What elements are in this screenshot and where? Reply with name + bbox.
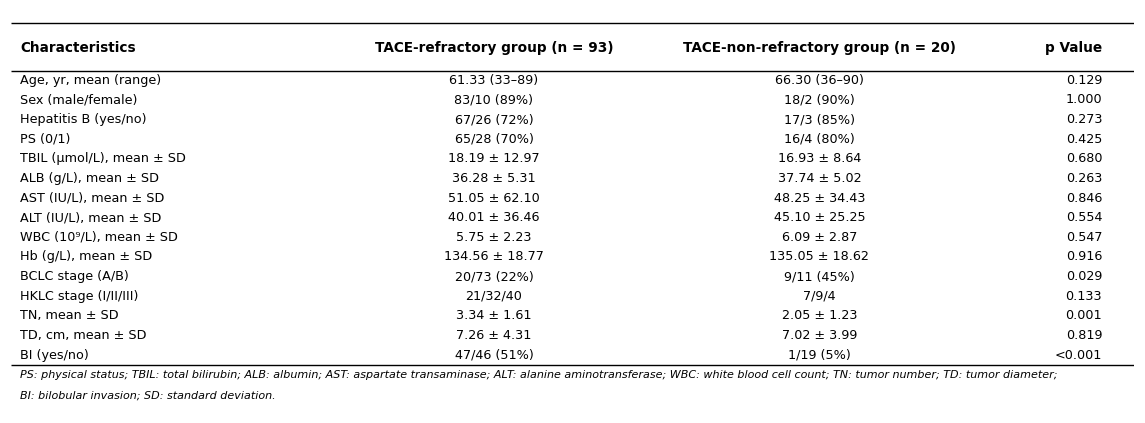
Text: 18.19 ± 12.97: 18.19 ± 12.97 bbox=[448, 152, 539, 165]
Text: 40.01 ± 36.46: 40.01 ± 36.46 bbox=[448, 211, 539, 224]
Text: 1.000: 1.000 bbox=[1066, 93, 1103, 107]
Text: Hepatitis B (yes/no): Hepatitis B (yes/no) bbox=[21, 113, 147, 126]
Text: 48.25 ± 34.43: 48.25 ± 34.43 bbox=[774, 192, 866, 205]
Text: TBIL (μmol/L), mean ± SD: TBIL (μmol/L), mean ± SD bbox=[21, 152, 187, 165]
Text: 7.26 ± 4.31: 7.26 ± 4.31 bbox=[456, 329, 531, 342]
Text: 135.05 ± 18.62: 135.05 ± 18.62 bbox=[769, 250, 869, 264]
Text: 0.916: 0.916 bbox=[1066, 250, 1103, 264]
Text: 65/28 (70%): 65/28 (70%) bbox=[455, 133, 534, 146]
Text: 0.263: 0.263 bbox=[1066, 172, 1103, 185]
Text: p Value: p Value bbox=[1045, 41, 1103, 55]
Text: 9/11 (45%): 9/11 (45%) bbox=[784, 270, 854, 283]
Text: 7.02 ± 3.99: 7.02 ± 3.99 bbox=[782, 329, 858, 342]
Text: TACE-non-refractory group (n = 20): TACE-non-refractory group (n = 20) bbox=[682, 41, 956, 55]
Text: 0.846: 0.846 bbox=[1066, 192, 1103, 205]
Text: 0.680: 0.680 bbox=[1066, 152, 1103, 165]
Text: 0.547: 0.547 bbox=[1066, 231, 1103, 244]
Text: 0.129: 0.129 bbox=[1066, 74, 1103, 87]
Text: 21/32/40: 21/32/40 bbox=[466, 290, 522, 303]
Text: 20/73 (22%): 20/73 (22%) bbox=[455, 270, 534, 283]
Text: AST (IU/L), mean ± SD: AST (IU/L), mean ± SD bbox=[21, 192, 165, 205]
Text: 0.001: 0.001 bbox=[1066, 309, 1103, 322]
Text: 17/3 (85%): 17/3 (85%) bbox=[784, 113, 855, 126]
Text: ALT (IU/L), mean ± SD: ALT (IU/L), mean ± SD bbox=[21, 211, 161, 224]
Text: 66.30 (36–90): 66.30 (36–90) bbox=[775, 74, 863, 87]
Text: BI: bilobular invasion; SD: standard deviation.: BI: bilobular invasion; SD: standard dev… bbox=[21, 391, 276, 401]
Text: 6.09 ± 2.87: 6.09 ± 2.87 bbox=[782, 231, 858, 244]
Text: BI (yes/no): BI (yes/no) bbox=[21, 349, 89, 362]
Text: Hb (g/L), mean ± SD: Hb (g/L), mean ± SD bbox=[21, 250, 152, 264]
Text: 134.56 ± 18.77: 134.56 ± 18.77 bbox=[444, 250, 544, 264]
Text: 0.133: 0.133 bbox=[1066, 290, 1103, 303]
Text: 5.75 ± 2.23: 5.75 ± 2.23 bbox=[456, 231, 531, 244]
Text: TD, cm, mean ± SD: TD, cm, mean ± SD bbox=[21, 329, 147, 342]
Text: Characteristics: Characteristics bbox=[21, 41, 136, 55]
Text: <0.001: <0.001 bbox=[1055, 349, 1103, 362]
Text: BCLC stage (A/B): BCLC stage (A/B) bbox=[21, 270, 129, 283]
Text: 0.554: 0.554 bbox=[1066, 211, 1103, 224]
Text: HKLC stage (I/II/III): HKLC stage (I/II/III) bbox=[21, 290, 139, 303]
Text: 18/2 (90%): 18/2 (90%) bbox=[784, 93, 854, 107]
Text: 16/4 (80%): 16/4 (80%) bbox=[784, 133, 854, 146]
Text: 0.273: 0.273 bbox=[1066, 113, 1103, 126]
Text: 36.28 ± 5.31: 36.28 ± 5.31 bbox=[452, 172, 536, 185]
Text: 47/46 (51%): 47/46 (51%) bbox=[455, 349, 534, 362]
Text: 3.34 ± 1.61: 3.34 ± 1.61 bbox=[456, 309, 531, 322]
Text: 61.33 (33–89): 61.33 (33–89) bbox=[449, 74, 538, 87]
Text: 37.74 ± 5.02: 37.74 ± 5.02 bbox=[777, 172, 861, 185]
Text: Age, yr, mean (range): Age, yr, mean (range) bbox=[21, 74, 161, 87]
Text: WBC (10⁹/L), mean ± SD: WBC (10⁹/L), mean ± SD bbox=[21, 231, 179, 244]
Text: TACE-refractory group (n = 93): TACE-refractory group (n = 93) bbox=[374, 41, 614, 55]
Text: PS: physical status; TBIL: total bilirubin; ALB: albumin; AST: aspartate transam: PS: physical status; TBIL: total bilirub… bbox=[21, 370, 1058, 380]
Text: 0.425: 0.425 bbox=[1066, 133, 1103, 146]
Text: ALB (g/L), mean ± SD: ALB (g/L), mean ± SD bbox=[21, 172, 159, 185]
Text: 51.05 ± 62.10: 51.05 ± 62.10 bbox=[448, 192, 539, 205]
Text: 7/9/4: 7/9/4 bbox=[803, 290, 836, 303]
Text: 45.10 ± 25.25: 45.10 ± 25.25 bbox=[774, 211, 866, 224]
Text: 67/26 (72%): 67/26 (72%) bbox=[455, 113, 534, 126]
Text: 16.93 ± 8.64: 16.93 ± 8.64 bbox=[777, 152, 861, 165]
Text: 2.05 ± 1.23: 2.05 ± 1.23 bbox=[782, 309, 858, 322]
Text: PS (0/1): PS (0/1) bbox=[21, 133, 71, 146]
Text: 0.819: 0.819 bbox=[1066, 329, 1103, 342]
Text: TN, mean ± SD: TN, mean ± SD bbox=[21, 309, 119, 322]
Text: 1/19 (5%): 1/19 (5%) bbox=[788, 349, 851, 362]
Text: Sex (male/female): Sex (male/female) bbox=[21, 93, 137, 107]
Text: 83/10 (89%): 83/10 (89%) bbox=[455, 93, 534, 107]
Text: 0.029: 0.029 bbox=[1066, 270, 1103, 283]
